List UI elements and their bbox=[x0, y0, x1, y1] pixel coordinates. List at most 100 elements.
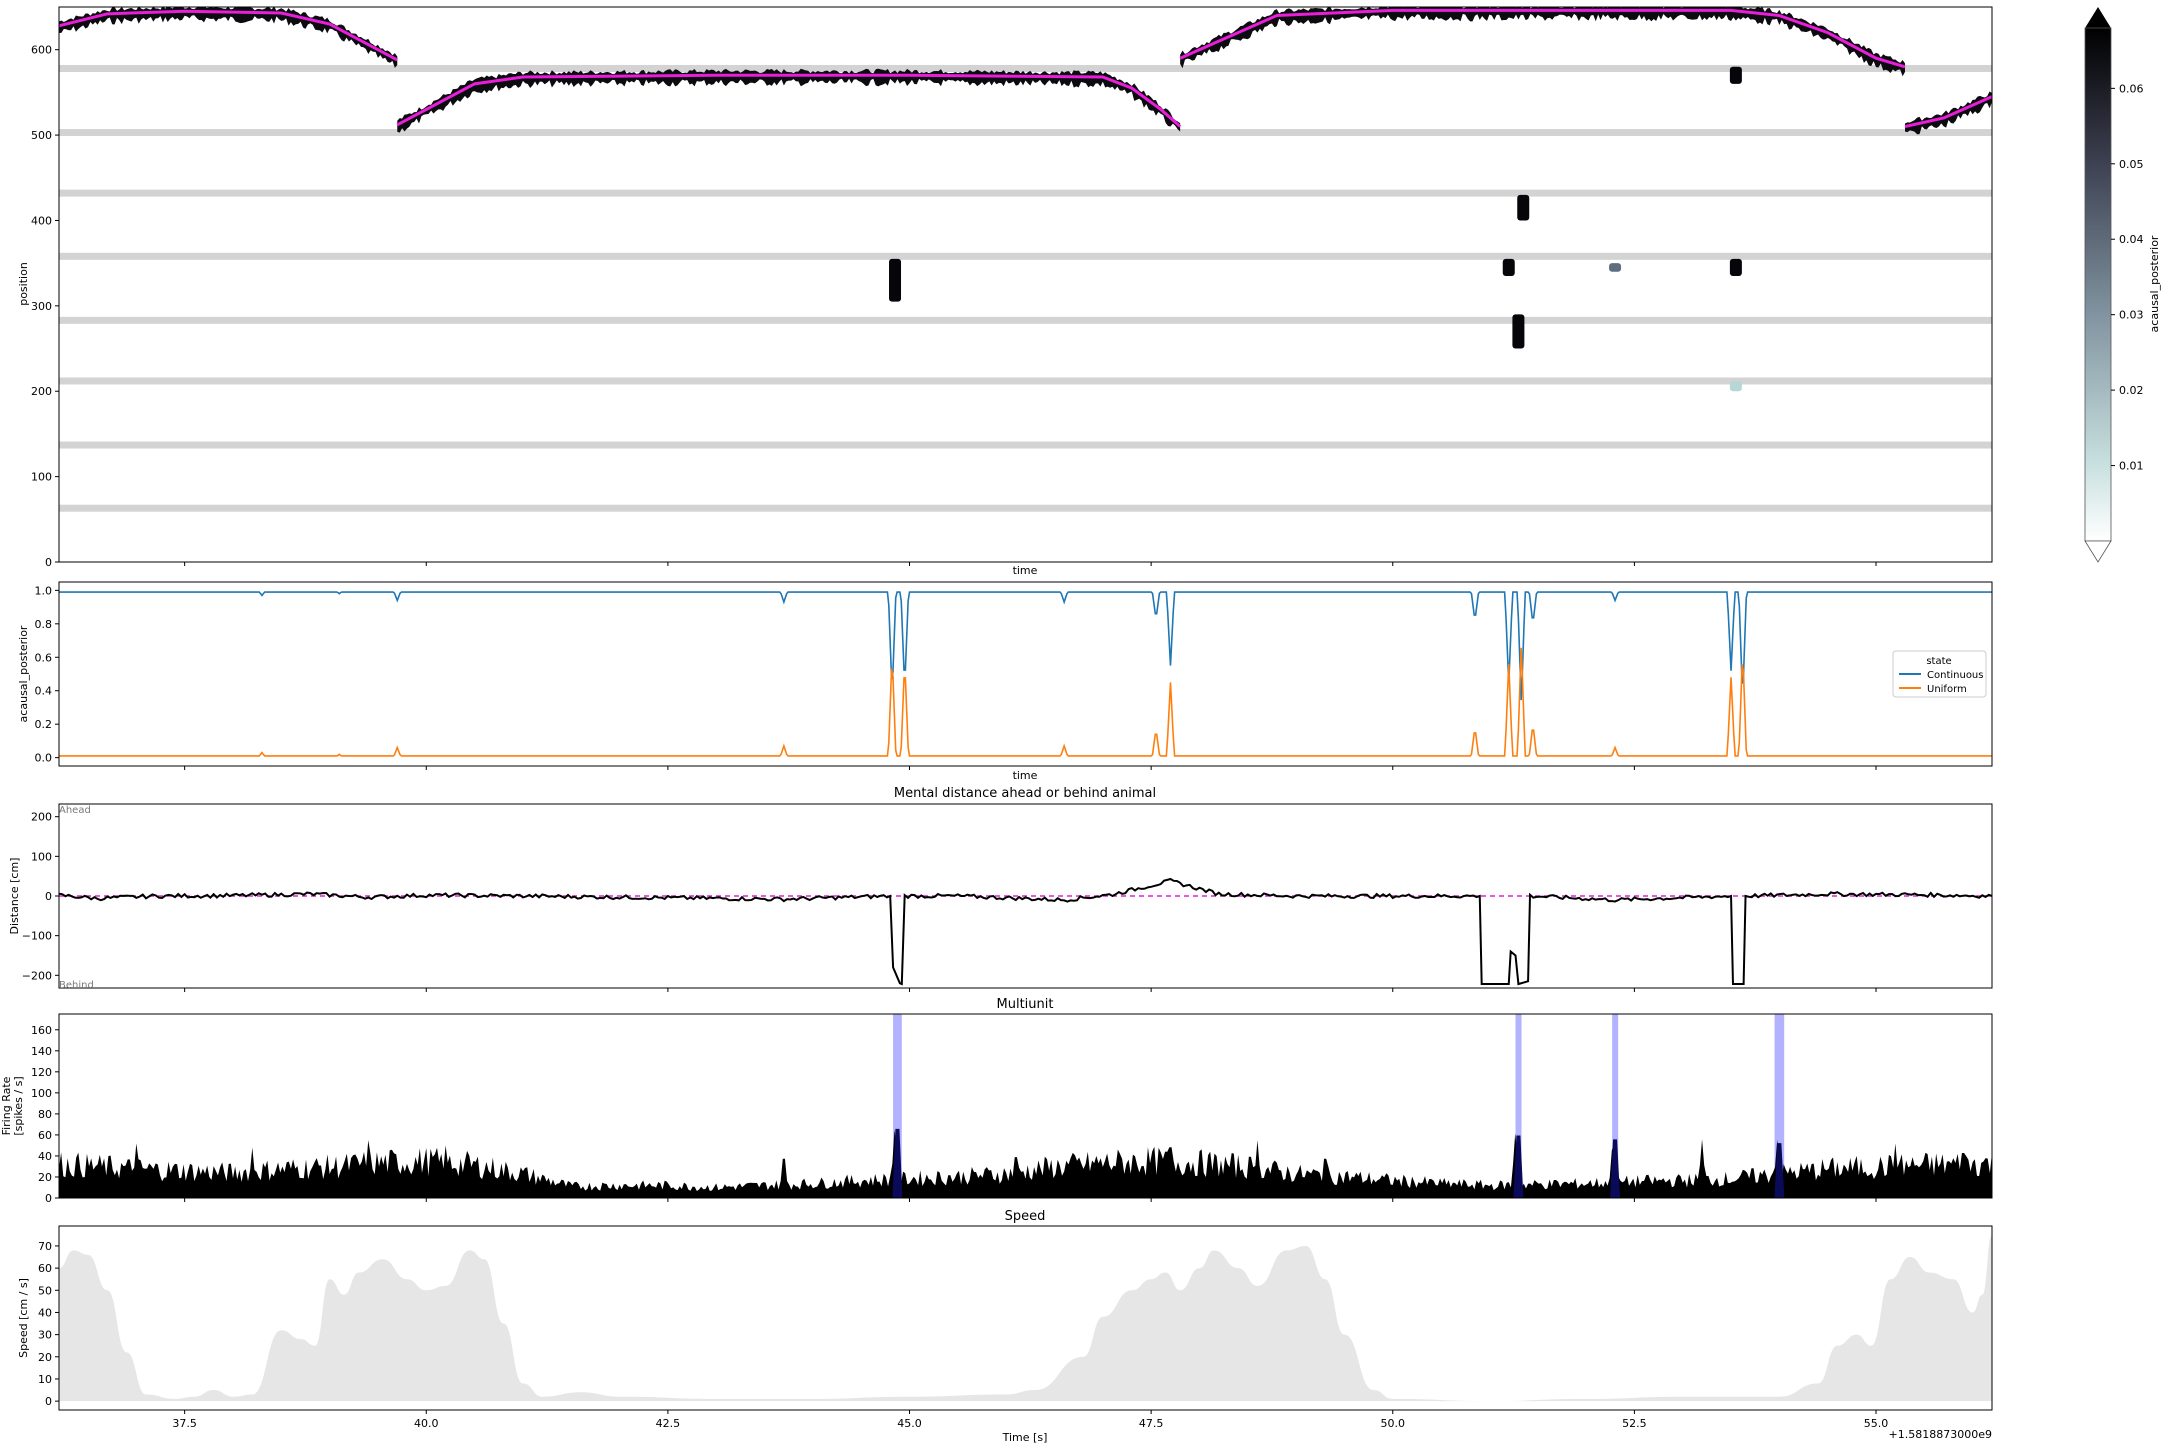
state-y-tick-label: 0.4 bbox=[35, 685, 53, 698]
ripple-highlight bbox=[1774, 1014, 1785, 1198]
ripple-highlight bbox=[893, 1014, 902, 1198]
distance-line bbox=[59, 877, 1992, 986]
speed-y-label: Speed [cm / s] bbox=[17, 1278, 30, 1358]
speed-y-tick-label: 60 bbox=[38, 1262, 52, 1275]
continuous-line bbox=[59, 591, 1992, 701]
multiunit-y-tick-label: 140 bbox=[31, 1045, 52, 1058]
speed-y-tick-label: 0 bbox=[45, 1395, 52, 1408]
state-x-ticks bbox=[184, 766, 1877, 770]
behind-annotation: Behind bbox=[59, 980, 94, 991]
state-lines bbox=[59, 591, 1992, 757]
colorbar-extend-min bbox=[2084, 540, 2112, 563]
actual-position-segment bbox=[59, 9, 398, 62]
posterior-y-tick-label: 300 bbox=[31, 300, 52, 313]
firing-rate-area bbox=[59, 1129, 1992, 1198]
distance-plot bbox=[59, 877, 1992, 986]
posterior-y-tick-label: 200 bbox=[31, 385, 52, 398]
distance-panel: Mental distance ahead or behind animal A… bbox=[8, 786, 1993, 992]
multiunit-highlights bbox=[893, 1014, 1785, 1198]
posterior-y-tick-label: 500 bbox=[31, 129, 52, 142]
ripple-fill bbox=[1774, 1143, 1785, 1198]
posterior-y-ticks: 0 100 200 300 400 500 600 bbox=[31, 44, 59, 569]
ripple-fill bbox=[1513, 1135, 1524, 1198]
posterior-blob bbox=[1729, 258, 1742, 276]
distance-y-tick-label: −200 bbox=[22, 969, 52, 982]
posterior-blob bbox=[1729, 380, 1742, 392]
posterior-blob bbox=[1609, 263, 1622, 272]
actual-position-segment bbox=[1179, 8, 1906, 69]
multiunit-x-ticks bbox=[184, 1198, 1877, 1202]
multiunit-area bbox=[59, 1129, 1992, 1198]
colorbar-tick-label: 0.04 bbox=[2119, 233, 2144, 246]
colorbar: 0.01 0.02 0.03 0.04 0.05 0.06 acausal_posteri… bbox=[2084, 7, 2161, 563]
posterior-blobs bbox=[889, 66, 1742, 392]
actual-position-line bbox=[59, 8, 1992, 129]
state-axes-frame bbox=[58, 581, 1993, 767]
speed-title: Speed bbox=[1005, 1209, 1046, 1224]
speed-y-tick-label: 40 bbox=[38, 1306, 52, 1319]
posterior-blob bbox=[1502, 258, 1515, 276]
multiunit-y-tick-label: 60 bbox=[38, 1129, 52, 1142]
posterior-blob bbox=[889, 258, 902, 302]
colorbar-tick-label: 0.02 bbox=[2119, 384, 2144, 397]
colorbar-tick-label: 0.01 bbox=[2119, 460, 2144, 473]
gap-band bbox=[59, 316, 1992, 324]
actual-position-segment bbox=[1904, 95, 1992, 129]
speed-x-label: Time [s] bbox=[1002, 1431, 1048, 1444]
speed-area-fill bbox=[59, 1234, 1992, 1402]
distance-y-tick-label: 0 bbox=[45, 890, 52, 903]
colorbar-extend-max bbox=[2085, 7, 2111, 28]
speed-panel: Speed 0 10 20 30 40 50 60 70 37.5 40.0 42.5 45.0 47… bbox=[17, 1209, 1993, 1444]
posterior-panel: 0 100 200 300 400 500 600 time position bbox=[17, 6, 1993, 577]
distance-y-tick-label: 200 bbox=[31, 811, 52, 824]
ripple-highlight bbox=[1515, 1014, 1522, 1198]
gap-band bbox=[59, 504, 1992, 512]
colorbar-gradient bbox=[2084, 27, 2112, 542]
multiunit-y-tick-label: 120 bbox=[31, 1066, 52, 1079]
speed-y-ticks: 0 10 20 30 40 50 60 70 bbox=[38, 1240, 59, 1408]
distance-title: Mental distance ahead or behind animal bbox=[894, 786, 1156, 801]
state-y-tick-label: 0.6 bbox=[35, 651, 53, 664]
state-x-label: time bbox=[1013, 769, 1038, 782]
state-legend: state Continuous Uniform bbox=[1892, 650, 1987, 698]
gap-band bbox=[59, 64, 1992, 72]
actual-position-segment bbox=[396, 73, 1182, 128]
speed-axes-frame bbox=[58, 1225, 1993, 1411]
ahead-annotation: Ahead bbox=[59, 805, 91, 816]
posterior-axes-frame bbox=[58, 6, 1993, 563]
colorbar-ticks: 0.01 0.02 0.03 0.04 0.05 0.06 bbox=[2111, 82, 2144, 473]
speed-y-tick-label: 50 bbox=[38, 1284, 52, 1297]
speed-y-tick-label: 20 bbox=[38, 1351, 52, 1364]
colorbar-tick-label: 0.03 bbox=[2119, 309, 2144, 322]
posterior-ridge bbox=[397, 68, 1181, 133]
speed-x-tick-label: 47.5 bbox=[1139, 1417, 1164, 1430]
posterior-blob bbox=[1729, 66, 1742, 84]
multiunit-highlight-fills bbox=[892, 1128, 1785, 1198]
posterior-x-ticks bbox=[184, 562, 1877, 566]
gap-band bbox=[59, 189, 1992, 197]
multiunit-title: Multiunit bbox=[997, 997, 1054, 1012]
posterior-x-label: time bbox=[1013, 564, 1038, 577]
posterior-y-tick-label: 100 bbox=[31, 471, 52, 484]
posterior-y-tick-label: 400 bbox=[31, 214, 52, 227]
colorbar-label: acausal_posterior bbox=[2148, 235, 2161, 332]
speed-y-tick-label: 70 bbox=[38, 1240, 52, 1253]
gap-bands bbox=[59, 64, 1992, 512]
state-y-tick-label: 0.2 bbox=[35, 718, 53, 731]
speed-x-tick-label: 45.0 bbox=[897, 1417, 922, 1430]
speed-x-tick-label: 55.0 bbox=[1864, 1417, 1889, 1430]
gap-band bbox=[59, 441, 1992, 449]
distance-y-ticks: −200 −100 0 100 200 bbox=[22, 811, 59, 982]
posterior-blob bbox=[1517, 194, 1530, 221]
distance-y-tick-label: −100 bbox=[22, 930, 52, 943]
gap-band bbox=[59, 129, 1992, 137]
legend-label-uniform: Uniform bbox=[1927, 684, 1967, 695]
state-y-tick-label: 0.0 bbox=[35, 752, 53, 765]
legend-title: state bbox=[1926, 656, 1951, 667]
multiunit-axes-frame bbox=[58, 1013, 1993, 1199]
ripple-fill bbox=[1610, 1139, 1621, 1198]
multiunit-y-label-line2: [spikes / s] bbox=[12, 1076, 25, 1135]
state-y-ticks: 0.0 0.2 0.4 0.6 0.8 1.0 bbox=[35, 584, 59, 765]
speed-x-tick-label: 50.0 bbox=[1381, 1417, 1406, 1430]
speed-area bbox=[59, 1234, 1992, 1402]
